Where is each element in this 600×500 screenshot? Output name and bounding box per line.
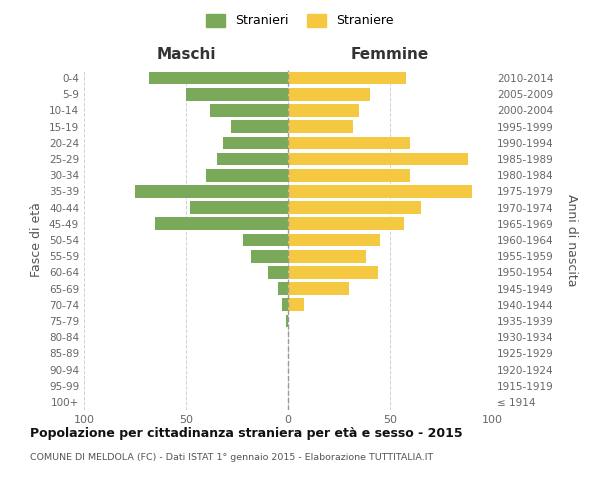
Bar [231, 120, 288, 133]
Bar [288, 104, 359, 117]
Y-axis label: Anni di nascita: Anni di nascita [565, 194, 578, 286]
Bar [268, 266, 288, 278]
Legend: Stranieri, Straniere: Stranieri, Straniere [202, 8, 398, 32]
Bar [278, 282, 288, 295]
Bar [288, 234, 380, 246]
Text: Femmine: Femmine [351, 48, 429, 62]
Bar [282, 298, 288, 311]
Bar [288, 120, 353, 133]
Bar [288, 218, 404, 230]
Text: COMUNE DI MELDOLA (FC) - Dati ISTAT 1° gennaio 2015 - Elaborazione TUTTITALIA.IT: COMUNE DI MELDOLA (FC) - Dati ISTAT 1° g… [30, 452, 433, 462]
Bar [251, 250, 288, 262]
Bar [186, 88, 288, 101]
Bar [288, 298, 304, 311]
Bar [223, 136, 288, 149]
Bar [155, 218, 288, 230]
Bar [135, 185, 288, 198]
Bar [288, 72, 406, 85]
Bar [288, 152, 467, 166]
Bar [288, 202, 421, 214]
Y-axis label: Fasce di età: Fasce di età [31, 202, 43, 278]
Bar [286, 314, 288, 328]
Bar [288, 88, 370, 101]
Text: Popolazione per cittadinanza straniera per età e sesso - 2015: Popolazione per cittadinanza straniera p… [30, 428, 463, 440]
Bar [206, 169, 288, 181]
Text: Maschi: Maschi [156, 48, 216, 62]
Bar [288, 250, 365, 262]
Bar [288, 169, 410, 181]
Bar [190, 202, 288, 214]
Bar [288, 266, 378, 278]
Bar [217, 152, 288, 166]
Bar [288, 136, 410, 149]
Bar [211, 104, 288, 117]
Bar [149, 72, 288, 85]
Bar [288, 282, 349, 295]
Bar [243, 234, 288, 246]
Bar [288, 185, 472, 198]
